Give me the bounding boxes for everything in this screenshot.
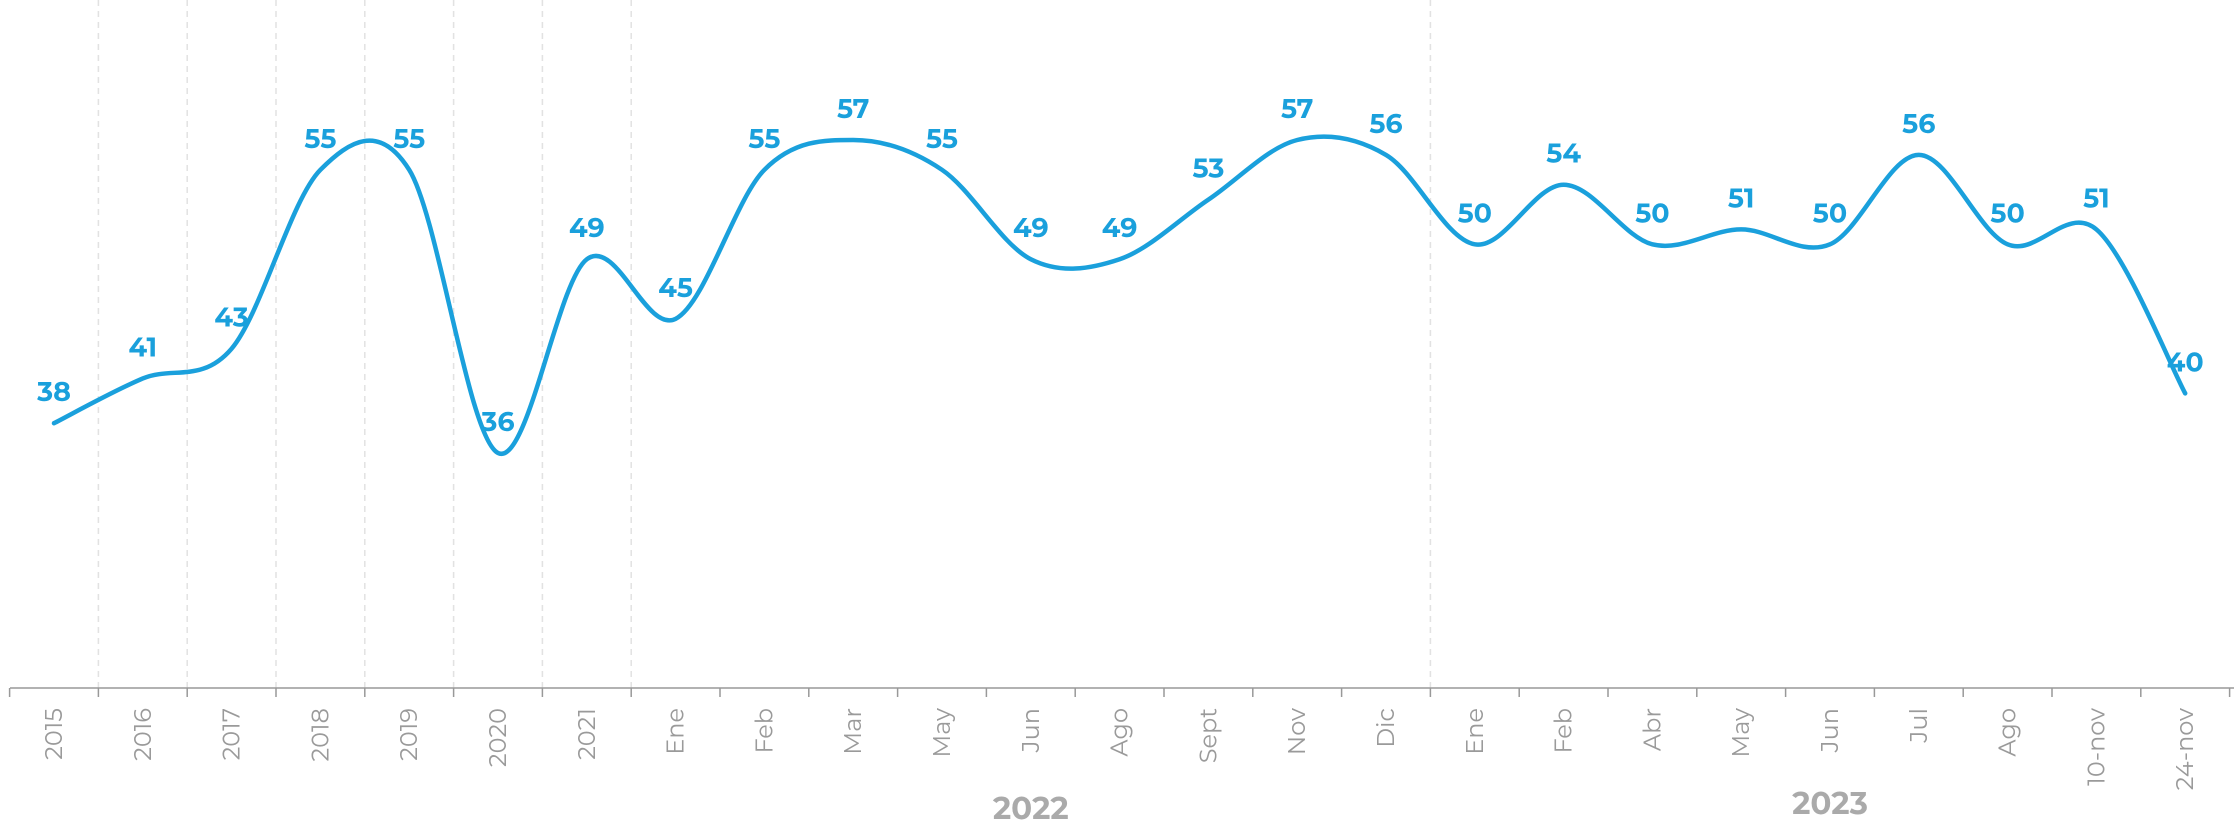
data-label: 51 <box>2083 181 2110 214</box>
x-tick-label: May <box>928 708 957 758</box>
x-tick-label: Feb <box>750 708 779 754</box>
data-label: 56 <box>1369 107 1402 140</box>
data-label: 57 <box>1281 92 1314 125</box>
x-tick-label: Sept <box>1194 708 1223 764</box>
data-label: 53 <box>1192 152 1224 185</box>
data-label: 50 <box>1458 196 1492 229</box>
x-tick-label: May <box>1727 708 1756 758</box>
data-label: 36 <box>480 405 514 438</box>
x-tick-label: 10-nov <box>2082 708 2111 786</box>
x-tick-label: Feb <box>1550 708 1579 754</box>
x-tick-label: Nov <box>1283 708 1312 755</box>
x-tick-label: Jul <box>1905 708 1934 744</box>
x-tick-label: 2017 <box>218 708 247 760</box>
x-tick-label: Ene <box>1461 708 1490 755</box>
data-label: 55 <box>393 122 425 155</box>
data-label: 54 <box>1546 137 1581 170</box>
x-tick-label: Jun <box>1017 708 1046 753</box>
x-tick-label: 2020 <box>484 708 513 767</box>
x-tick-label: 2018 <box>306 708 335 761</box>
data-label: 56 <box>1902 107 1935 140</box>
x-tick-label: Ago <box>1106 708 1135 757</box>
data-label: 55 <box>748 122 780 155</box>
data-label: 43 <box>214 301 248 334</box>
data-label: 50 <box>1813 196 1847 229</box>
data-label: 51 <box>1728 181 1755 214</box>
group-label: 2023 <box>1792 784 1868 822</box>
data-label: 55 <box>926 122 958 155</box>
x-tick-label: Jun <box>1816 708 1845 753</box>
data-label: 49 <box>569 211 605 244</box>
x-tick-label: 2015 <box>40 708 69 760</box>
x-tick-label: Ene <box>662 708 691 755</box>
data-label: 50 <box>1990 196 2024 229</box>
x-tick-label: Ago <box>1994 708 2023 757</box>
x-tick-label: 2019 <box>395 708 424 761</box>
data-label: 45 <box>658 271 693 304</box>
line <box>51 134 2188 456</box>
group-label: 2022 <box>993 789 1069 823</box>
data-label: 55 <box>304 122 336 155</box>
data-label: 57 <box>837 92 870 125</box>
data-label: 40 <box>2167 345 2204 378</box>
x-tick-label: 2021 <box>573 708 602 760</box>
data-label: 38 <box>36 375 71 408</box>
data-label: 49 <box>1013 211 1049 244</box>
x-tick-label: 2016 <box>129 708 158 761</box>
data-label: 50 <box>1635 196 1669 229</box>
data-label: 49 <box>1102 211 1138 244</box>
x-tick-label: Mar <box>839 708 868 755</box>
x-tick-label: Abr <box>1638 708 1667 751</box>
data-label: 41 <box>129 330 158 363</box>
x-tick-label: Dic <box>1372 708 1401 748</box>
x-tick-label: 24-nov <box>2171 708 2200 790</box>
